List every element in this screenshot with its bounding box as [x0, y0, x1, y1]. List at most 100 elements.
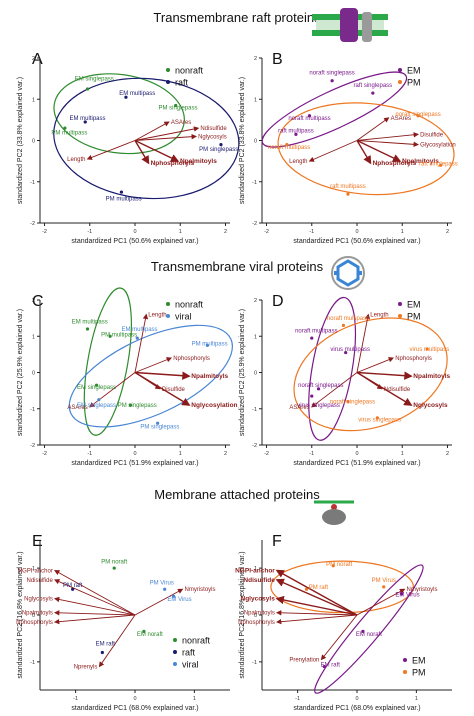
legend-label: raft — [175, 78, 189, 88]
y-tick-label: 0 — [254, 139, 257, 145]
data-point-label: EM Virus — [167, 597, 191, 603]
y-tick-label: -2 — [30, 221, 35, 227]
y-tick-label: 1 — [32, 97, 35, 103]
legend-label: raft — [182, 648, 196, 658]
panel-b: B -2 -1 0 1 2 -2 -1 0 1 2 standardized PC1 (50.6% e… — [239, 51, 458, 245]
data-point — [97, 398, 101, 402]
y-axis-label: standardized PC2 (16.8% explained var.) — [17, 551, 24, 678]
data-point — [294, 132, 298, 136]
data-point — [142, 629, 146, 634]
data-point — [344, 350, 348, 355]
loading-arrow-label: Nglycosyls — [24, 597, 53, 603]
panel-f: F -1 0 1 -1 0 1 standardized PC1 (68.0% explain… — [235, 533, 452, 712]
data-point — [124, 95, 128, 99]
x-axis-label: standardized PC1 (68.0% explained var.) — [71, 705, 198, 712]
panel-letter: B — [272, 51, 283, 68]
ellipse-EM — [314, 564, 424, 694]
loading-arrow — [356, 371, 413, 406]
y-tick-label: 1 — [32, 566, 35, 572]
x-axis-label: standardized PC1 (68.0% explained var.) — [293, 705, 420, 712]
data-point-label: EM multipass — [69, 116, 105, 122]
data-point — [439, 163, 443, 167]
loading-arrow-label: Ndisulfide — [243, 577, 275, 584]
data-point — [219, 143, 223, 147]
x-tick-label: -1 — [87, 229, 92, 235]
y-tick-label: 2 — [254, 298, 257, 304]
loading-arrow — [134, 313, 149, 373]
loading-arrow-label: Nphosphoryls — [173, 356, 210, 362]
data-point — [83, 120, 87, 124]
legend-swatch — [398, 80, 402, 84]
x-tick-label: 0 — [133, 229, 136, 235]
loading-arrow — [356, 140, 419, 148]
loading-arrow-label: Nmyristoyls — [185, 587, 216, 593]
loading-arrow — [356, 357, 395, 373]
data-point — [71, 587, 75, 591]
panel-d: D -2 -1 0 1 2 -2 -1 0 1 2 standardized PC1 (51.9% e… — [239, 293, 452, 467]
loading-arrow — [320, 614, 358, 661]
loading-arrow-label: Npalmitoyls — [402, 158, 439, 165]
data-point-label: EM raft — [321, 663, 341, 669]
data-point-label: raft multipass — [278, 128, 314, 134]
data-point — [304, 587, 309, 591]
data-point-label: EM multipass — [122, 327, 158, 333]
x-tick-label: 1 — [401, 229, 404, 235]
y-tick-label: -1 — [252, 180, 257, 186]
y-axis-label: standardized PC2 (16.8% explained var.) — [239, 551, 246, 678]
loading-arrow-label: NGPI-anchor — [235, 567, 275, 574]
data-point — [399, 592, 404, 596]
legend-swatch — [398, 314, 402, 318]
loading-arrow — [54, 570, 136, 616]
data-point-label: EM noraft — [137, 632, 163, 638]
x-axis-label: standardized PC1 (51.9% explained var.) — [71, 460, 198, 467]
loading-arrow — [89, 372, 136, 408]
x-tick-label: -2 — [264, 229, 269, 235]
x-tick-label: 2 — [224, 451, 227, 457]
loading-arrow — [134, 126, 200, 141]
loading-arrow — [86, 140, 136, 160]
data-point — [174, 103, 178, 108]
data-point-label: EM raft — [96, 641, 116, 647]
loading-arrow-label: Nphosphoryls — [16, 620, 53, 626]
legend-swatch — [166, 314, 170, 318]
data-point — [341, 323, 346, 327]
data-point-label: PM noraft — [326, 562, 352, 568]
x-tick-label: 0 — [355, 229, 358, 235]
loading-arrow — [275, 614, 358, 625]
data-point-label: PM singlepass — [158, 106, 197, 112]
loading-arrow-label: Disulfide — [162, 387, 186, 393]
loading-arrow-label: Nglycosylation — [191, 402, 237, 409]
membrane-raft-icon — [312, 8, 388, 42]
data-point — [85, 327, 90, 331]
data-point — [119, 190, 124, 194]
data-point-label: PM Virus — [150, 581, 174, 587]
data-point — [382, 585, 386, 589]
data-point-label: virus singlepass — [297, 403, 340, 409]
panel-c: C -2 -1 0 1 2 -2 -1 0 1 2 standardized PC1 (51.9% e… — [17, 287, 238, 467]
loading-arrow-label: Nphosphoryls — [395, 356, 432, 362]
data-point — [163, 587, 167, 591]
x-tick-label: -1 — [73, 696, 78, 702]
y-tick-label: 0 — [32, 371, 35, 377]
data-point-label: noraft singlepass — [309, 71, 354, 77]
data-point — [375, 416, 379, 420]
data-point — [100, 650, 104, 655]
ellipse-PM — [293, 317, 448, 432]
data-point — [310, 336, 314, 340]
data-point-label: EM singlepass — [77, 385, 116, 391]
y-tick-label: 2 — [254, 56, 257, 62]
legend-label: viral — [182, 660, 199, 670]
data-point-label: EM singlepass — [75, 77, 114, 83]
loading-arrow — [356, 313, 371, 373]
loading-arrow-label: Ndisulfide — [384, 387, 411, 393]
legend-swatch — [398, 302, 402, 306]
y-axis-label: standardized PC2 (25.9% explained var.) — [17, 309, 24, 436]
data-point-label: raft singlepass — [353, 83, 392, 89]
data-point — [371, 91, 375, 95]
loading-arrow — [356, 371, 413, 380]
data-point-label: noraft multipass — [268, 145, 310, 151]
legend-swatch — [403, 670, 407, 674]
loading-arrow-label: Ndisulfide — [200, 126, 227, 132]
y-tick-label: -1 — [252, 660, 257, 666]
